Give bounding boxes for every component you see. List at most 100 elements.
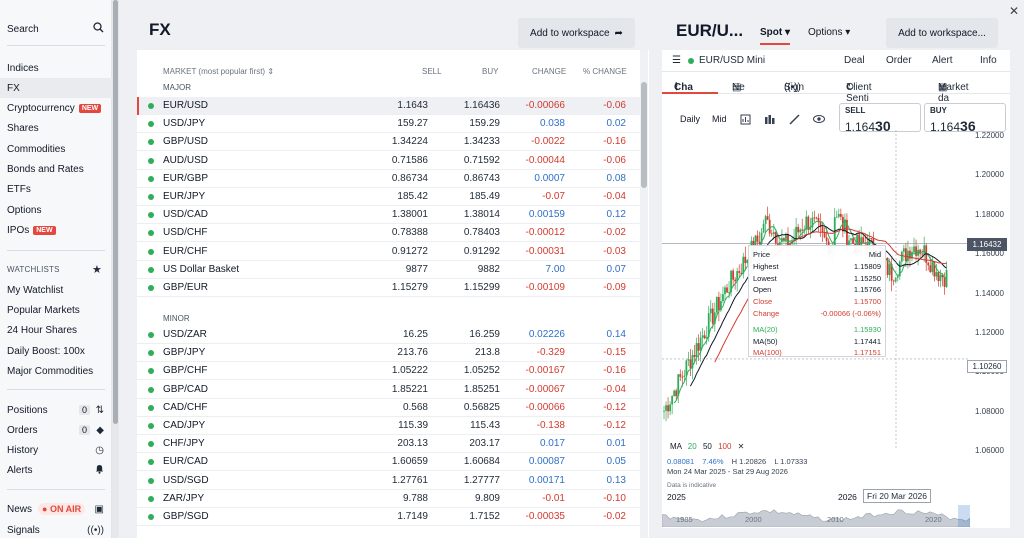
table-row[interactable]: GBP/SGD 1.7149 1.7152 -0.00035 -0.02 [137,508,640,526]
tab-options[interactable]: Options ▾ [808,27,850,38]
sidebar-scrollbar[interactable] [112,0,119,538]
buy-price[interactable]: 213.8 [474,347,500,359]
table-row[interactable]: CAD/CHF 0.568 0.56825 -0.00066 -0.12 [137,399,640,417]
sell-price[interactable]: 1.38001 [391,209,428,221]
eye-icon[interactable] [813,114,825,126]
buy-price[interactable]: 1.60684 [463,456,500,468]
table-row[interactable]: GBP/JPY 213.76 213.8 -0.329 -0.15 [137,344,640,363]
sell-price[interactable]: 16.25 [402,329,428,340]
buy-price[interactable]: 1.27777 [463,474,500,486]
sidebar-item-news[interactable]: News ● ON AIR ▣ [0,499,112,519]
buy-price[interactable]: 0.71592 [463,154,500,166]
sidebar-item-alerts[interactable]: Alerts [0,460,112,480]
mid-button[interactable]: Mid [712,114,727,124]
sidebar-item-signals[interactable]: Signals ((•)) [0,520,112,538]
table-row[interactable]: CAD/JPY 115.39 115.43 -0.138 -0.12 [137,417,640,435]
search-button[interactable]: Search [0,19,112,39]
column-header-pct-change[interactable]: % CHANGE [583,67,627,76]
table-row[interactable]: GBP/EUR 1.15279 1.15299 -0.00109 -0.09 [137,279,640,297]
sell-price[interactable]: 159.27 [397,118,428,130]
sell-price[interactable]: 203.13 [397,438,428,450]
sell-price[interactable]: 0.568 [402,401,428,413]
candles-icon[interactable] [764,114,775,127]
table-row[interactable]: CHF/JPY 203.13 203.17 0.017 0.01 [137,435,640,454]
buy-price[interactable]: 0.56825 [463,401,500,413]
sidebar-item-bonds[interactable]: Bonds and Rates [0,159,112,179]
column-header-change[interactable]: CHANGE [532,67,567,76]
buy-price[interactable]: 0.78403 [463,227,500,239]
table-row[interactable]: EUR/GBP 0.86734 0.86743 0.0007 0.08 [137,170,640,188]
sell-price[interactable]: 185.42 [397,191,428,202]
menu-icon[interactable]: ☰ [672,55,681,66]
sidebar-item-ipos[interactable]: IPOs NEW [0,220,112,240]
table-row[interactable]: USD/SGD 1.27761 1.27777 0.00171 0.13 [137,472,640,490]
sidebar-watchlist-item[interactable]: Daily Boost: 100x [0,341,112,361]
sell-price[interactable]: 1.85221 [391,383,428,395]
sidebar-item-fx[interactable]: FX [0,78,112,98]
column-header-sell[interactable]: SELL [422,67,442,76]
tab-spot[interactable]: Spot ▾ [760,27,791,45]
sidebar-item-options[interactable]: Options [0,200,112,220]
draw-pencil-icon[interactable] [789,114,800,127]
navigator-window[interactable] [958,505,970,527]
buy-price[interactable]: 16.259 [469,329,500,340]
scrollbar-thumb[interactable] [113,0,118,424]
buy-price[interactable]: 203.17 [469,438,500,450]
table-row[interactable]: EUR/JPY 185.42 185.49 -0.07 -0.04 [137,188,640,206]
order-button[interactable]: Order [886,55,912,66]
info-button[interactable]: Info [980,55,997,66]
sidebar-watchlist-item[interactable]: Major Commodities [0,361,112,381]
ma20-toggle[interactable]: 20 [687,442,697,451]
buy-price[interactable]: 0.86743 [463,172,500,184]
table-row[interactable]: ZAR/JPY 9.788 9.809 -0.01 -0.10 [137,490,640,508]
sidebar-item-shares[interactable]: Shares [0,118,112,138]
buy-price[interactable]: 1.15299 [463,282,500,293]
sidebar-watchlist-item[interactable]: My Watchlist [0,280,112,300]
buy-price[interactable]: 9.809 [474,492,500,504]
buy-price[interactable]: 1.38014 [463,209,500,221]
buy-price[interactable]: 1.7152 [469,511,500,522]
sidebar-item-commodities[interactable]: Commodities [0,139,112,159]
sell-price[interactable]: 0.86734 [391,172,428,184]
sell-price[interactable]: 1.60659 [391,456,428,468]
deal-button[interactable]: Deal [844,55,865,66]
sell-price[interactable]: 1.15279 [391,282,428,293]
sidebar-watchlist-item[interactable]: 24 Hour Shares [0,320,112,340]
sell-price[interactable]: 1.1643 [397,100,428,111]
table-row[interactable]: USD/ZAR 16.25 16.259 0.02226 0.14 [137,326,640,344]
sell-price[interactable]: 0.91272 [391,245,428,257]
sell-price-box[interactable]: SELL 1.16430 [839,103,921,134]
buy-price[interactable]: 1.05252 [463,365,500,377]
sidebar-item-orders[interactable]: Orders 0 ◆ [0,420,112,440]
sell-price[interactable]: 213.76 [397,347,428,359]
buy-price[interactable]: 0.91292 [463,245,500,257]
add-to-workspace-button[interactable]: Add to workspace ➦ [518,18,635,48]
sidebar-item-history[interactable]: History ◷ [0,440,112,460]
scrollbar-thumb[interactable] [641,82,647,188]
market-table-scrollbar[interactable] [640,50,648,538]
table-row[interactable]: US Dollar Basket 9877 9882 7.00 0.07 [137,261,640,279]
sell-price[interactable]: 1.7149 [397,511,428,522]
sell-price[interactable]: 0.71586 [391,154,428,166]
table-row[interactable]: GBP/CAD 1.85221 1.85251 -0.00067 -0.04 [137,381,640,399]
table-row[interactable]: GBP/USD 1.34224 1.34233 -0.0022 -0.16 [137,133,640,152]
buy-price[interactable]: 9882 [477,263,500,275]
buy-price[interactable]: 115.43 [470,420,500,431]
indicator-icon[interactable] [740,114,751,127]
chart-add-to-workspace-button[interactable]: Add to workspace... [886,18,998,48]
table-row[interactable]: USD/CHF 0.78388 0.78403 -0.00012 -0.02 [137,224,640,243]
sidebar-item-indices[interactable]: Indices [0,58,112,78]
sell-price[interactable]: 115.39 [398,420,428,431]
ma50-toggle[interactable]: 50 [702,442,712,451]
table-row[interactable]: EUR/USD 1.1643 1.16436 -0.00066 -0.06 [137,97,640,115]
ma100-toggle[interactable]: 100 [718,442,732,451]
table-row[interactable]: USD/JPY 159.27 159.29 0.038 0.02 [137,115,640,134]
star-icon[interactable]: ★ [92,264,102,276]
table-row[interactable]: AUD/USD 0.71586 0.71592 -0.00044 -0.06 [137,152,640,170]
sidebar-item-etfs[interactable]: ETFs [0,179,112,199]
sidebar-item-positions[interactable]: Positions 0 ⇅ [0,400,112,420]
buy-price[interactable]: 1.34233 [463,136,500,148]
buy-price[interactable]: 1.16436 [463,100,500,111]
daily-button[interactable]: Daily [680,114,701,124]
sidebar-watchlist-item[interactable]: Popular Markets [0,300,112,320]
